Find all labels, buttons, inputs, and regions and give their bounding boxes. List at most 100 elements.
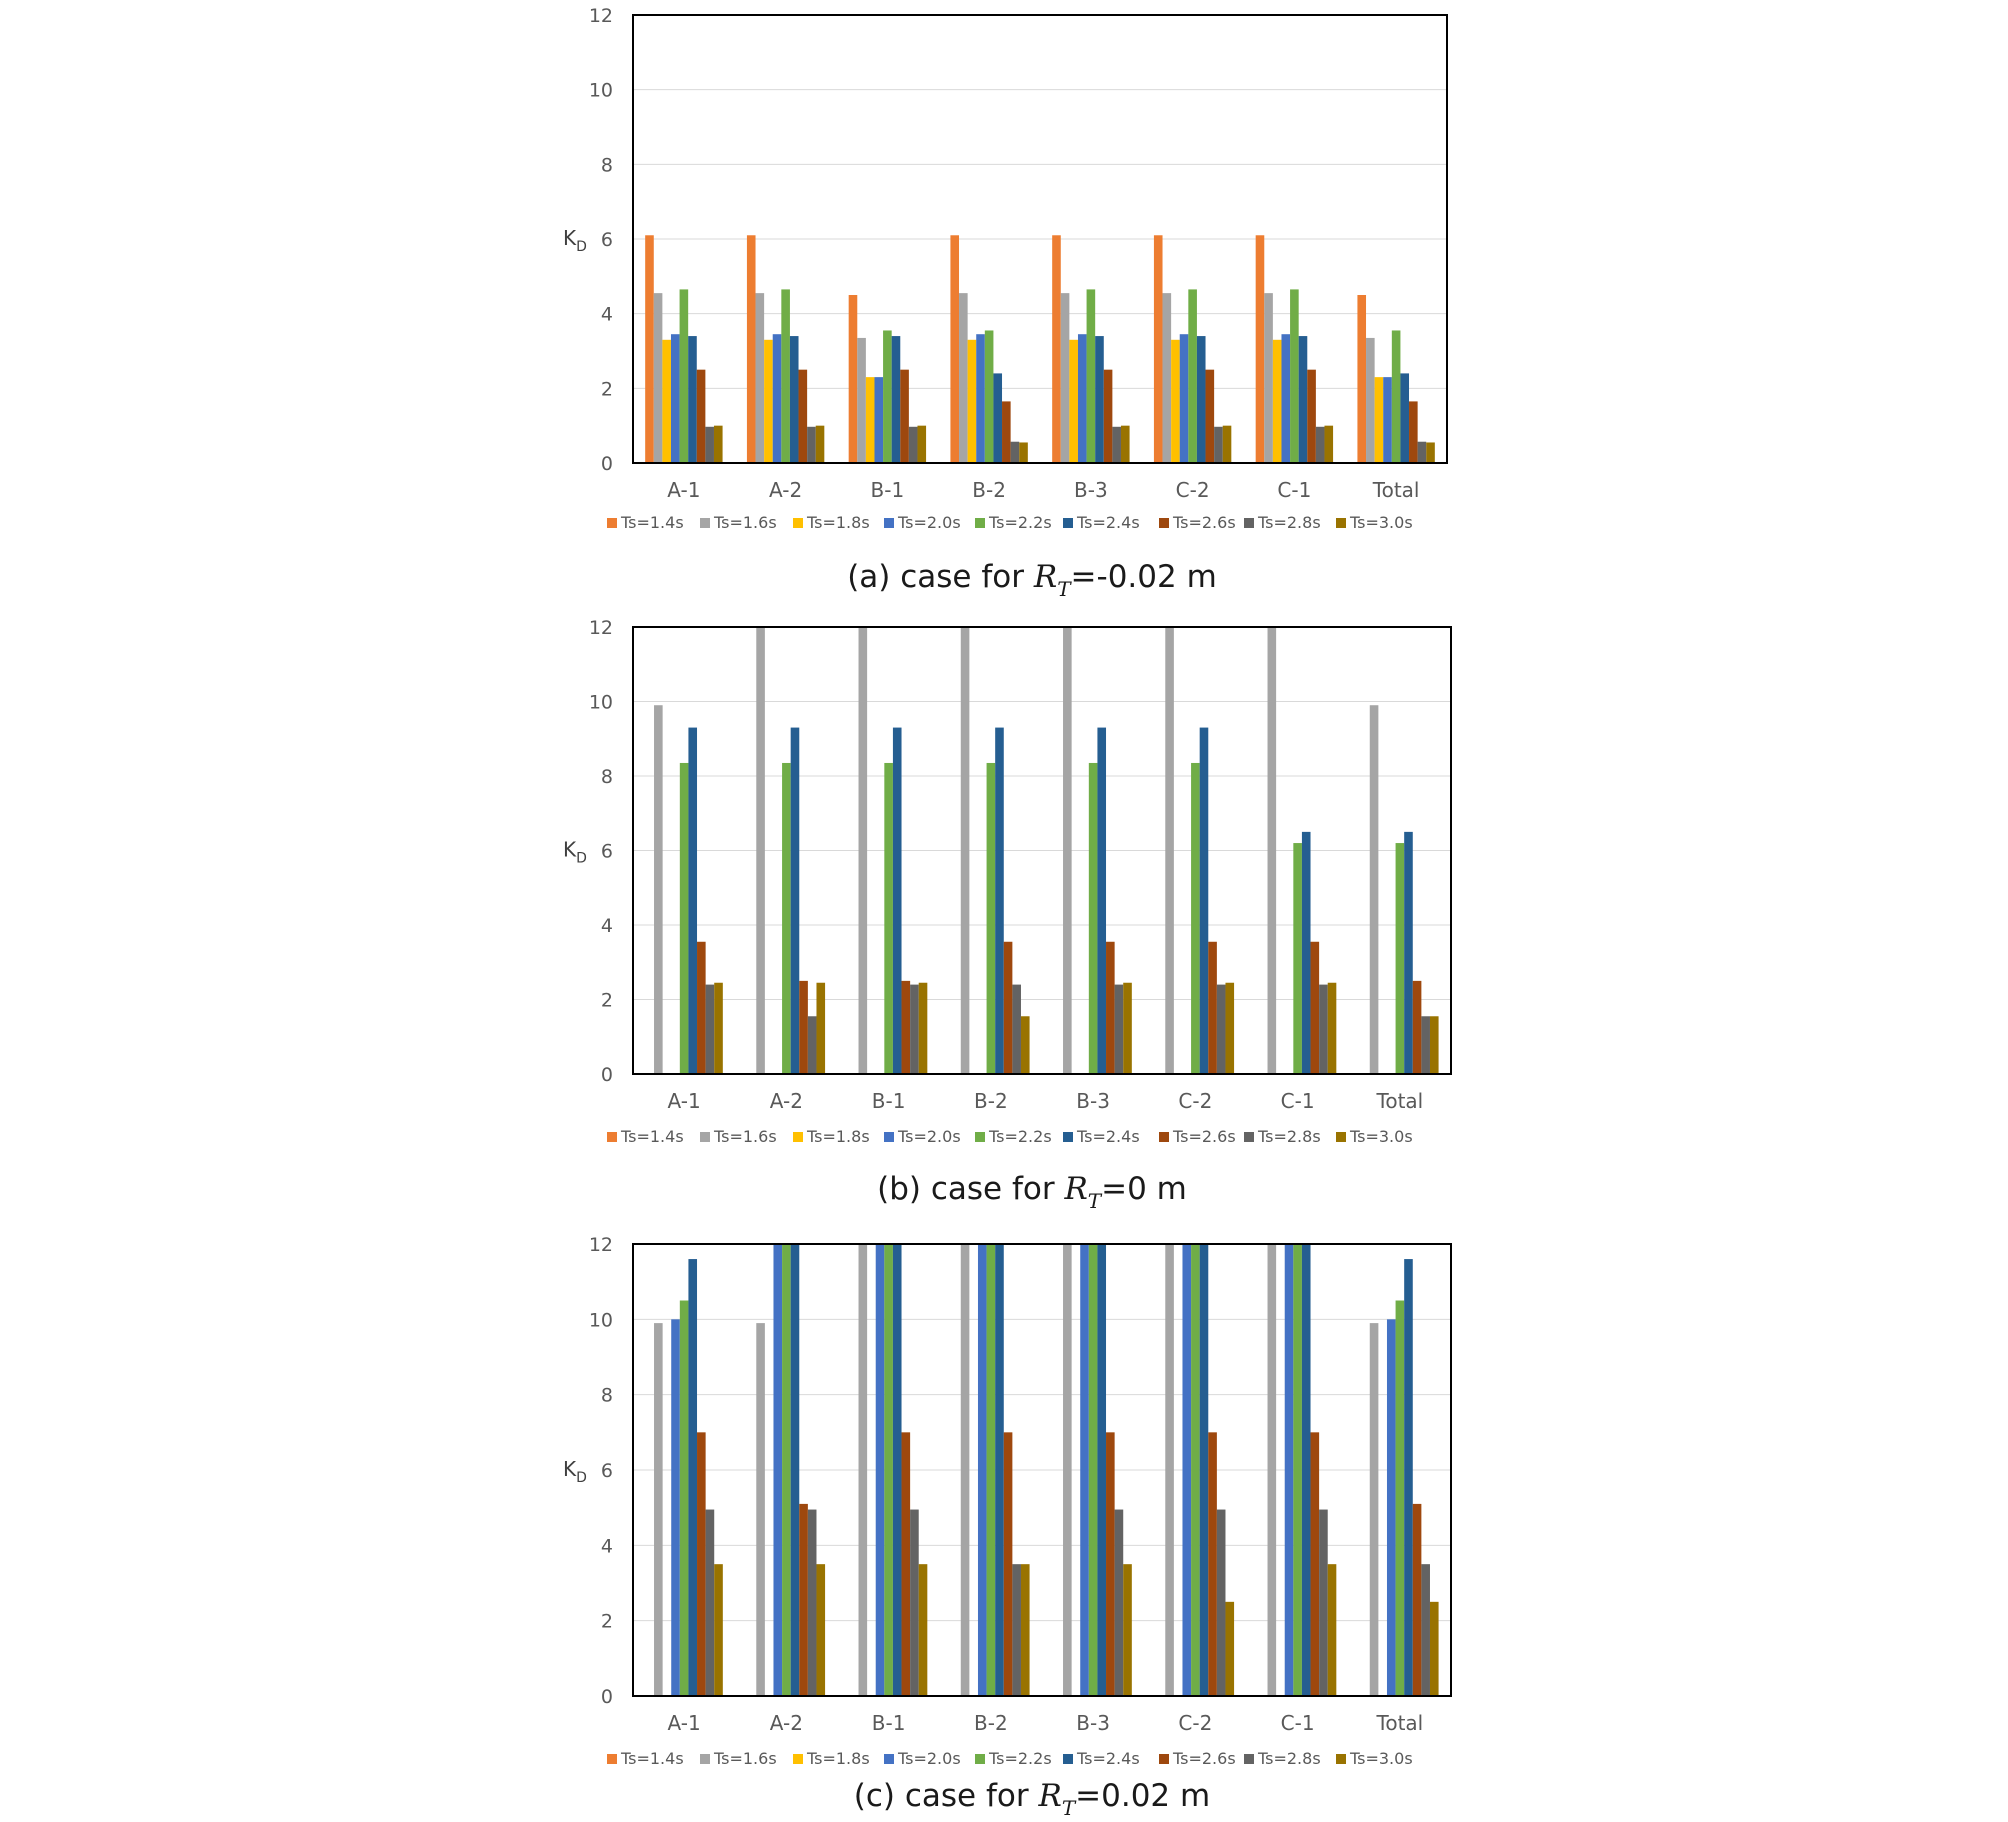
y-tick-label: 12 <box>589 1234 613 1256</box>
bar <box>1327 982 1337 1074</box>
bar <box>790 727 800 1074</box>
bar <box>1310 941 1320 1074</box>
legend-label: Ts=2.2s <box>988 1749 1052 1768</box>
caption-subscript: T <box>1088 1189 1103 1213</box>
plot-border <box>632 14 1448 464</box>
legend-swatch <box>1244 1754 1254 1764</box>
legend-swatch <box>884 1754 894 1764</box>
legend-swatch <box>1244 518 1254 528</box>
bar <box>1086 289 1096 463</box>
bar <box>884 762 893 1074</box>
bar <box>1327 1564 1337 1696</box>
bar <box>816 1564 826 1696</box>
bar <box>1112 426 1121 463</box>
legend-swatch <box>607 1754 617 1764</box>
legend-label: Ts=2.0s <box>897 513 961 532</box>
bar <box>1383 377 1392 463</box>
caption-suffix: =0.02 m <box>1075 1778 1210 1814</box>
x-tick-label: C-1 <box>1281 1089 1315 1113</box>
x-tick-label: B-2 <box>974 1089 1008 1113</box>
bar <box>1267 1244 1277 1696</box>
x-tick-label: Total <box>1376 1711 1424 1735</box>
bar <box>1293 1244 1302 1696</box>
y-tick-label: 12 <box>589 5 613 27</box>
bar <box>1409 401 1418 463</box>
bar <box>1063 627 1072 1074</box>
bar <box>995 1244 1004 1696</box>
legend-label: Ts=2.0s <box>897 1127 961 1146</box>
legend-swatch <box>1336 518 1346 528</box>
y-tick-label: 6 <box>601 229 613 251</box>
bar <box>984 330 994 463</box>
x-tick-label: B-1 <box>871 478 905 502</box>
bar <box>1077 334 1087 463</box>
bar <box>1162 293 1172 463</box>
panel-a: 0 2 4 6 8 10 12 KD A-1 A-2 B-1 B-2 B-3 C-2 C-1 Total Ts=… <box>563 5 1448 601</box>
caption-symbol: R <box>1037 1778 1061 1814</box>
caption-prefix: (c) case for <box>854 1778 1039 1814</box>
bar <box>892 727 902 1074</box>
bar <box>1182 1244 1192 1696</box>
bar <box>1199 727 1209 1074</box>
x-tick-label: C-1 <box>1281 1711 1315 1735</box>
y-tick-label: 4 <box>601 304 613 326</box>
bar <box>653 293 663 463</box>
bar <box>950 235 960 463</box>
bar <box>1264 293 1273 463</box>
plot-border <box>632 1243 1452 1697</box>
bar <box>1369 705 1379 1074</box>
y-axis-label: KD <box>563 226 587 255</box>
caption: (b) case for RT=0 m <box>877 1171 1187 1213</box>
bar <box>705 1509 715 1696</box>
legend-swatch <box>607 1132 617 1142</box>
bar <box>764 339 773 463</box>
bar <box>679 1300 689 1696</box>
y-tick-label: 8 <box>601 1385 613 1407</box>
bar <box>1069 339 1078 463</box>
bar <box>857 337 866 463</box>
y-tick-label: 12 <box>589 617 613 639</box>
bar <box>1012 1564 1021 1696</box>
bar <box>986 1244 996 1696</box>
caption: (c) case for RT=0.02 m <box>854 1778 1210 1820</box>
bar <box>1010 441 1020 463</box>
bar <box>1088 1244 1098 1696</box>
caption-suffix: =-0.02 m <box>1071 559 1217 595</box>
bar <box>1404 831 1413 1074</box>
bar <box>1165 1244 1174 1696</box>
legend-swatch <box>975 518 985 528</box>
bar <box>679 289 689 463</box>
y-tick-label: 10 <box>589 1309 613 1331</box>
x-tick-label: A-2 <box>770 1711 803 1735</box>
legend-swatch <box>1159 1754 1169 1764</box>
bar <box>967 339 977 463</box>
legend-swatch <box>793 1754 803 1764</box>
bar <box>1366 337 1375 463</box>
legend-label: Ts=2.6s <box>1172 1749 1236 1768</box>
bar <box>772 334 782 463</box>
panel-b: 0 2 4 6 8 10 12 KD A-1 A-2 B-1 B-2 B-3 C-2 C-1 Total Ts=… <box>563 617 1452 1213</box>
bar <box>799 1503 808 1696</box>
x-tick-label: A-1 <box>668 1711 701 1735</box>
bar <box>1307 369 1316 463</box>
legend-label: Ts=1.6s <box>713 1127 777 1146</box>
bar <box>1120 425 1130 463</box>
y-tick-label: 0 <box>601 453 613 475</box>
legend-label: Ts=2.6s <box>1172 1127 1236 1146</box>
x-tick-label: B-3 <box>1074 478 1108 502</box>
y-tick-label: 6 <box>601 1460 613 1482</box>
y-tick-label: 4 <box>601 1535 613 1557</box>
legend-label: Ts=1.6s <box>713 513 777 532</box>
bar <box>654 705 663 1074</box>
bar <box>918 982 928 1074</box>
bar <box>705 984 715 1074</box>
y-axis-label-subscript: D <box>576 239 587 255</box>
bar <box>1002 401 1011 463</box>
legend-label: Ts=3.0s <box>1349 513 1413 532</box>
legend-label: Ts=2.8s <box>1257 1749 1321 1768</box>
bar <box>1097 727 1107 1074</box>
x-tick-label: B-1 <box>872 1089 906 1113</box>
x-tick-label: B-3 <box>1076 1089 1110 1113</box>
bar <box>1412 1503 1422 1696</box>
bar <box>891 336 901 463</box>
